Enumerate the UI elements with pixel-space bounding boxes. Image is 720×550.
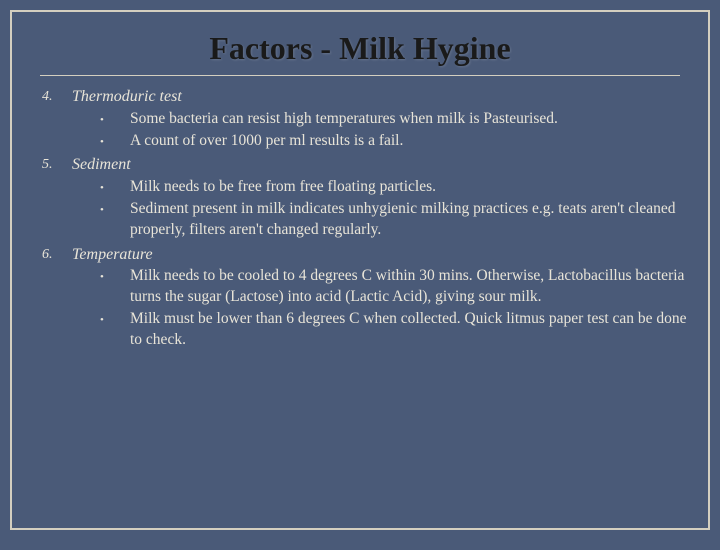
item-body: Temperature • Milk needs to be cooled to… — [72, 244, 690, 352]
item-number: 4. — [42, 86, 72, 152]
slide-title: Factors - Milk Hygine — [12, 12, 708, 75]
bullet-row: • A count of over 1000 per ml results is… — [72, 131, 690, 152]
bullet-row: • Some bacteria can resist high temperat… — [72, 109, 690, 130]
list-item: 5. Sediment • Milk needs to be free from… — [42, 154, 690, 241]
item-number: 6. — [42, 244, 72, 352]
item-number: 5. — [42, 154, 72, 241]
bullet-row: • Milk must be lower than 6 degrees C wh… — [72, 309, 690, 351]
bullet-icon: • — [100, 131, 130, 152]
bullet-icon: • — [100, 309, 130, 351]
bullet-row: • Milk needs to be free from free floati… — [72, 177, 690, 198]
bullet-icon: • — [100, 177, 130, 198]
bullet-row: • Sediment present in milk indicates unh… — [72, 199, 690, 241]
bullet-icon: • — [100, 266, 130, 308]
bullet-icon: • — [100, 199, 130, 241]
bullet-text: A count of over 1000 per ml results is a… — [130, 131, 690, 152]
item-body: Sediment • Milk needs to be free from fr… — [72, 154, 690, 241]
bullet-text: Some bacteria can resist high temperatur… — [130, 109, 690, 130]
bullet-text: Sediment present in milk indicates unhyg… — [130, 199, 690, 241]
bullet-icon: • — [100, 109, 130, 130]
bullet-row: • Milk needs to be cooled to 4 degrees C… — [72, 266, 690, 308]
item-title: Thermoduric test — [72, 86, 690, 108]
list-item: 4. Thermoduric test • Some bacteria can … — [42, 86, 690, 152]
slide-frame: Factors - Milk Hygine 4. Thermoduric tes… — [10, 10, 710, 530]
item-title: Sediment — [72, 154, 690, 176]
item-title: Temperature — [72, 244, 690, 266]
bullet-text: Milk needs to be cooled to 4 degrees C w… — [130, 266, 690, 308]
list-item: 6. Temperature • Milk needs to be cooled… — [42, 244, 690, 352]
bullet-text: Milk needs to be free from free floating… — [130, 177, 690, 198]
item-body: Thermoduric test • Some bacteria can res… — [72, 86, 690, 152]
bullet-text: Milk must be lower than 6 degrees C when… — [130, 309, 690, 351]
title-divider — [40, 75, 680, 76]
content-area: 4. Thermoduric test • Some bacteria can … — [12, 86, 708, 352]
